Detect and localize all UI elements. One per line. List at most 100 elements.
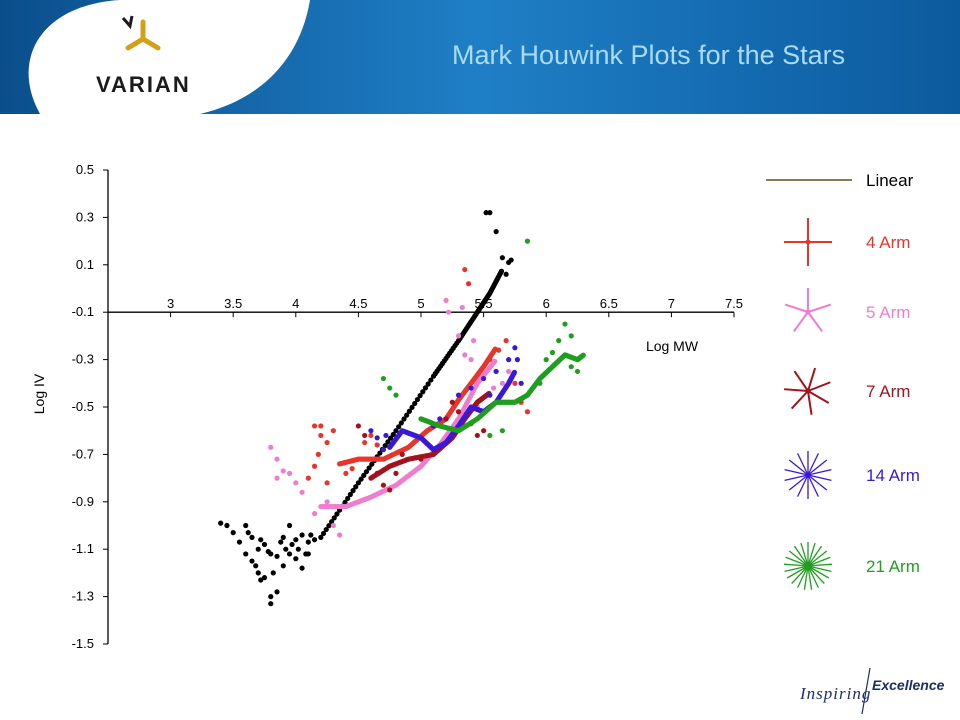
slide-title: Mark Houwink Plots for the Stars (452, 40, 846, 70)
data-point (508, 257, 514, 263)
data-point (390, 431, 396, 438)
data-point (323, 526, 329, 533)
data-point (293, 556, 299, 562)
data-point (224, 522, 230, 529)
data-point (568, 333, 574, 339)
y-tick-label: 0.1 (76, 257, 94, 272)
data-point (443, 297, 449, 303)
legend-item-5-arm: 5 Arm (784, 288, 910, 333)
data-point (468, 385, 474, 391)
data-point (374, 442, 380, 448)
x-tick-label: 6.5 (600, 296, 618, 311)
data-point (274, 589, 280, 595)
data-point (524, 238, 531, 244)
data-point (418, 456, 424, 462)
data-point (437, 416, 443, 422)
data-point (549, 349, 556, 356)
data-point (462, 266, 468, 273)
data-point (493, 368, 499, 375)
legend-item-4-arm: 4 Arm (784, 218, 910, 266)
data-point (445, 309, 452, 315)
data-point (543, 357, 549, 363)
data-point (496, 347, 502, 353)
x-tick-label: 4 (292, 296, 299, 311)
data-point (499, 428, 505, 434)
data-point (503, 271, 509, 277)
data-point (487, 392, 493, 398)
data-point (380, 375, 387, 382)
legend-label: 5 Arm (866, 303, 910, 322)
data-point (245, 530, 251, 536)
data-point (537, 380, 543, 386)
data-point (459, 304, 465, 311)
data-point (236, 539, 243, 545)
data-point (280, 468, 286, 474)
data-point (286, 522, 293, 529)
data-point (345, 495, 351, 502)
data-point (255, 570, 261, 576)
data-point (362, 432, 368, 439)
data-point (320, 530, 327, 537)
x-tick-label: 5 (417, 296, 424, 311)
data-point (270, 570, 276, 576)
data-point (278, 539, 284, 545)
legend-label: Linear (866, 171, 914, 190)
data-point (305, 475, 311, 481)
data-point (268, 444, 274, 450)
data-point (422, 385, 429, 391)
data-point (493, 229, 499, 235)
data-point (293, 537, 299, 543)
data-point (506, 357, 512, 363)
data-point (374, 470, 380, 476)
data-point (289, 541, 295, 548)
legend-label: 4 Arm (866, 233, 910, 252)
data-point (243, 551, 249, 557)
header-banner (0, 0, 960, 114)
y-tick-label: -1.5 (72, 636, 94, 651)
y-tick-label: 0.5 (76, 162, 94, 177)
legend-label: 14 Arm (866, 466, 920, 485)
data-point (311, 463, 318, 469)
data-point (255, 546, 261, 552)
tagline-inspiring: Inspiring (800, 684, 872, 703)
data-point (349, 466, 355, 472)
y-tick-label: 0.3 (76, 209, 94, 224)
x-tick-label: 3.5 (224, 296, 242, 311)
data-point (368, 428, 374, 434)
y-tick-label: -0.1 (72, 304, 94, 319)
data-point (398, 420, 404, 426)
data-point (308, 532, 314, 538)
data-point (556, 338, 562, 344)
data-point (443, 416, 449, 422)
data-point (299, 489, 305, 495)
x-tick-label: 7 (668, 296, 675, 311)
series-linear (218, 210, 514, 607)
data-point (385, 439, 391, 445)
legend-star-symbol (784, 288, 832, 333)
data-point (465, 281, 472, 287)
series-21-arm (380, 238, 586, 439)
data-point (362, 439, 368, 446)
data-point (268, 601, 274, 607)
data-point (268, 551, 274, 557)
data-point (481, 375, 487, 382)
data-point (568, 364, 574, 370)
data-point (311, 537, 318, 543)
mark-houwink-chart: 0.5 0.3 0.1 -0.1 -0.3 -0.5 -0.7 -0.9 -1.1 -1.3 -1.… (31, 162, 920, 651)
data-point (377, 450, 383, 456)
legend-item-7-arm: 7 Arm (783, 367, 910, 415)
data-point (318, 423, 324, 429)
x-tick-label: 4.5 (349, 296, 367, 311)
data-point (487, 432, 493, 439)
data-point (353, 484, 359, 490)
data-point (409, 404, 415, 410)
data-point (295, 546, 301, 552)
data-point (455, 392, 462, 398)
data-point (380, 447, 387, 453)
data-point (514, 357, 521, 363)
data-point (330, 428, 336, 434)
data-point (474, 432, 480, 439)
data-point (355, 423, 361, 429)
data-point (347, 491, 353, 498)
data-point (499, 380, 505, 386)
